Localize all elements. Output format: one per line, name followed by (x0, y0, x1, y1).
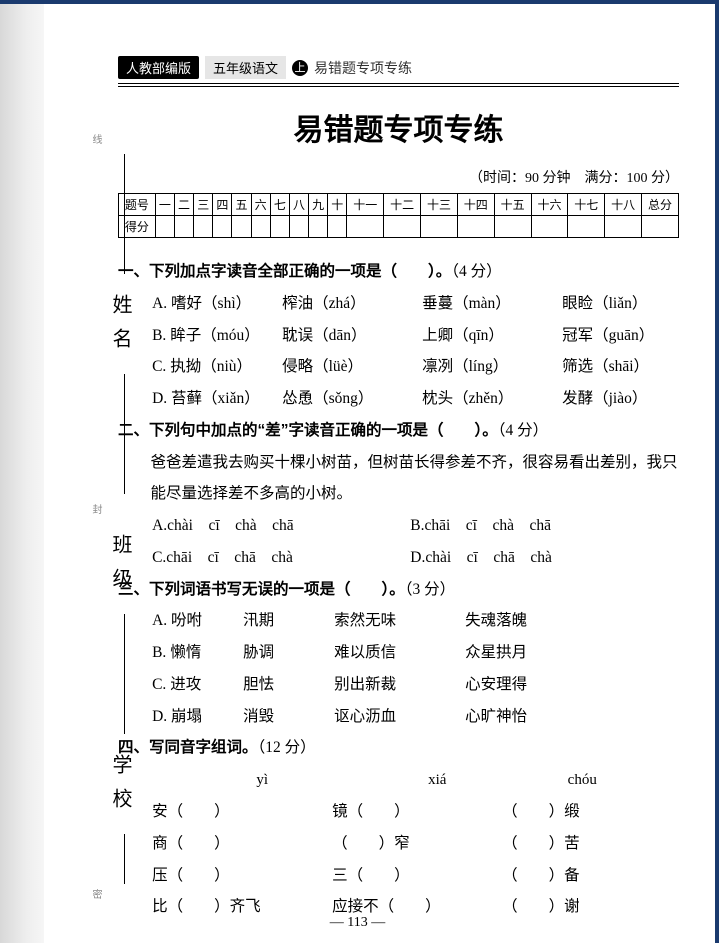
section-name: 易错题专项专练 (314, 58, 412, 78)
scan-gutter (0, 4, 44, 943)
q3-opt-d: D. 崩塌 消毁 讴心沥血 心旷神怡 (118, 701, 679, 733)
q3-opt-a: A. 吩咐 汛期 索然无味 失魂落魄 (118, 605, 679, 637)
cut-mark-1: 线 (88, 134, 103, 144)
q3-stem: 三、下列词语书写无误的一项是（ ）。 (118, 581, 405, 598)
q2-stem: 二、下列句中加点的“差”字读音正确的一项是（ ）。 (118, 422, 498, 439)
running-header: 人教部编版 五年级语文 上 易错题专项专练 (118, 56, 679, 79)
score-input-row: 得分 (119, 216, 679, 238)
cut-mark-2: 封 (88, 504, 103, 514)
question-3: 三、下列词语书写无误的一项是（ ）。（3 分） A. 吩咐 汛期 索然无味 失魂… (118, 574, 679, 733)
exam-meta: （时间：90 分钟 满分：100 分） (118, 167, 679, 187)
q2-opts-row2: C.chāi cī chā chàD.chài cī chā chà (118, 542, 679, 574)
q1-opt-b: B. 眸子（móu）耽误（dān）上卿（qīn）冠军（guān） (118, 320, 679, 352)
q1-stem: 一、下列加点字读音全部正确的一项是（ ）。 (118, 263, 451, 280)
q4-row-1: 安（ ）镜（ ）（ ）缎 (118, 796, 679, 828)
page-content: 人教部编版 五年级语文 上 易错题专项专练 易错题专项专练 （时间：90 分钟 … (118, 56, 679, 923)
question-4: 四、写同音字组词。（12 分） yìxiáchóu 安（ ）镜（ ）（ ）缎 商… (118, 732, 679, 923)
q1-opt-a: A. 嗜好（shì）榨油（zhá）垂蔓（màn）眼睑（liǎn） (118, 288, 679, 320)
q1-opt-c: C. 执拗（niù）侵略（lüè）凛冽（líng）筛选（shāi） (118, 351, 679, 383)
cut-mark-3: 密 (88, 889, 103, 899)
q3-opt-b: B. 懒惰 胁调 难以质信 众星拱月 (118, 637, 679, 669)
q4-row-2: 商（ ）（ ）窄（ ）苦 (118, 828, 679, 860)
q2-opts-row1: A.chài cī chà chāB.chāi cī chà chā (118, 510, 679, 542)
q4-heads: yìxiáchóu (118, 764, 679, 796)
header-rule (118, 83, 679, 87)
q4-row-3: 压（ ）三（ ）（ ）备 (118, 860, 679, 892)
score-header-row: 题号一 二三 四五 六七 八九 十十一 十二十三 十四十五 十六十七 十八总分 (119, 194, 679, 216)
q2-body: 爸爸差遣我去购买十棵小树苗，但树苗长得参差不齐，很容易看出差别，我只能尽量选择差… (118, 447, 679, 511)
score-table: 题号一 二三 四五 六七 八九 十十一 十二十三 十四十五 十六十七 十八总分 … (118, 193, 679, 238)
page-number: — 113 — (0, 915, 715, 931)
volume-mark: 上 (292, 60, 308, 76)
grade-chip: 五年级语文 (205, 56, 286, 79)
q3-opt-c: C. 进攻 胆怯 别出新裁 心安理得 (118, 669, 679, 701)
question-2: 二、下列句中加点的“差”字读音正确的一项是（ ）。（4 分） 爸爸差遣我去购买十… (118, 415, 679, 574)
page-title: 易错题专项专练 (118, 105, 679, 149)
publisher-pill: 人教部编版 (118, 56, 199, 79)
q1-opt-d: D. 苔藓（xiǎn）怂恿（sǒng）枕头（zhěn）发酵（jiào） (118, 383, 679, 415)
question-1: 一、下列加点字读音全部正确的一项是（ ）。（4 分） A. 嗜好（shì）榨油（… (118, 256, 679, 415)
q4-stem: 四、写同音字组词。 (118, 739, 258, 756)
